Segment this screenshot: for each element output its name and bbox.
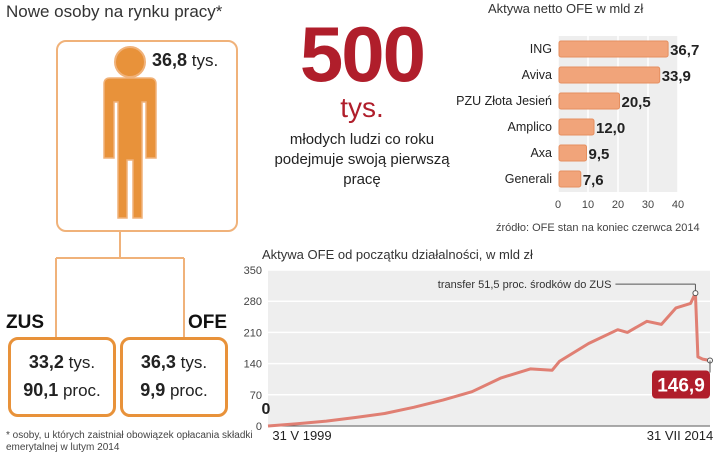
- line-start-label: 0: [262, 401, 271, 418]
- bar-3: [558, 118, 595, 136]
- bar-2: [558, 92, 620, 110]
- line-chart-title: Aktywa OFE od początku działalności, w m…: [262, 247, 533, 262]
- bar-category-label-5: Generali: [505, 172, 552, 186]
- bar-xtick-label-0: 0: [555, 199, 561, 211]
- bar-value-label-5: 7,6: [583, 172, 604, 189]
- line-ytick-label-1: 70: [250, 390, 262, 402]
- zus-stat-box: 33,2 tys. 90,1 proc.: [8, 337, 116, 417]
- bar-value-label-0: 36,7: [670, 42, 699, 59]
- bar-category-label-2: PZU Złota Jesień: [456, 94, 552, 108]
- bar-value-label-1: 33,9: [662, 68, 691, 85]
- end-label-box: [652, 370, 710, 399]
- bar-0: [558, 40, 669, 58]
- bar-xtick-label-2: 20: [612, 199, 624, 211]
- person-icon: [103, 46, 157, 219]
- bar-value-label-2: 20,5: [622, 94, 651, 111]
- big-number-description: młodych ludzi co roku podejmuje swoją pi…: [274, 131, 450, 188]
- footnote: * osoby, u których zaistniał obowiązek o…: [6, 430, 253, 453]
- bar-chart-source: źródło: OFE stan na koniec czerwca 2014: [496, 222, 700, 234]
- big-number: 500: [299, 10, 426, 98]
- bar-chart-title: Aktywa netto OFE w mld zł: [488, 1, 644, 16]
- bar-xtick-label-4: 40: [672, 199, 684, 211]
- bar-value-label-4: 9,5: [589, 146, 610, 163]
- line-ytick-label-4: 280: [244, 296, 262, 308]
- bar-xtick-label-3: 30: [642, 199, 654, 211]
- line-plot-area: [268, 270, 710, 426]
- bar-1: [558, 66, 661, 84]
- line-xtick-label-1: 31 VII 2014: [647, 428, 714, 443]
- bar-category-label-3: Amplico: [508, 120, 553, 134]
- ofe-label: OFE: [188, 312, 228, 333]
- end-label: 146,9: [657, 376, 705, 397]
- bar-5: [558, 170, 582, 188]
- line-series: [267, 291, 711, 428]
- annotation-marker: [692, 290, 699, 297]
- line-ytick-label-0: 0: [256, 421, 262, 433]
- bar-chart: 0 10 20 30 40 ING 36,7 Aviva 33,9 PZU Złota Jesie…: [456, 36, 699, 211]
- ofe-stat-box: 36,3 tys. 9,9 proc.: [120, 337, 228, 417]
- line-xtick-label-0: 31 V 1999: [272, 428, 331, 443]
- person-frame: [56, 40, 238, 232]
- annotation-label: transfer 51,5 proc. środków do ZUS: [438, 279, 612, 291]
- bar-category-label-4: Axa: [530, 146, 552, 160]
- bar-xtick-label-1: 10: [582, 199, 594, 211]
- zus-label: ZUS: [6, 312, 44, 333]
- split-connector: [55, 232, 185, 337]
- bar-category-label-1: Aviva: [522, 68, 552, 82]
- new-persons-value: 36,8 tys.: [152, 50, 219, 70]
- bar-category-label-0: ING: [530, 42, 552, 56]
- line-ytick-label-5: 350: [244, 265, 262, 277]
- bar-4: [558, 144, 587, 162]
- bar-value-label-3: 12,0: [596, 120, 625, 137]
- ofe-count: 36,3 tys.: [140, 352, 208, 372]
- line-ytick-label-3: 210: [244, 327, 262, 339]
- left-panel-title: Nowe osoby na rynku pracy*: [6, 2, 223, 21]
- zus-percent: 90,1 proc.: [23, 380, 101, 400]
- line-ytick-label-2: 140: [244, 359, 262, 371]
- big-number-unit: tys.: [340, 92, 384, 123]
- zus-count: 33,2 tys.: [28, 352, 96, 372]
- ofe-percent: 9,9 proc.: [140, 380, 208, 400]
